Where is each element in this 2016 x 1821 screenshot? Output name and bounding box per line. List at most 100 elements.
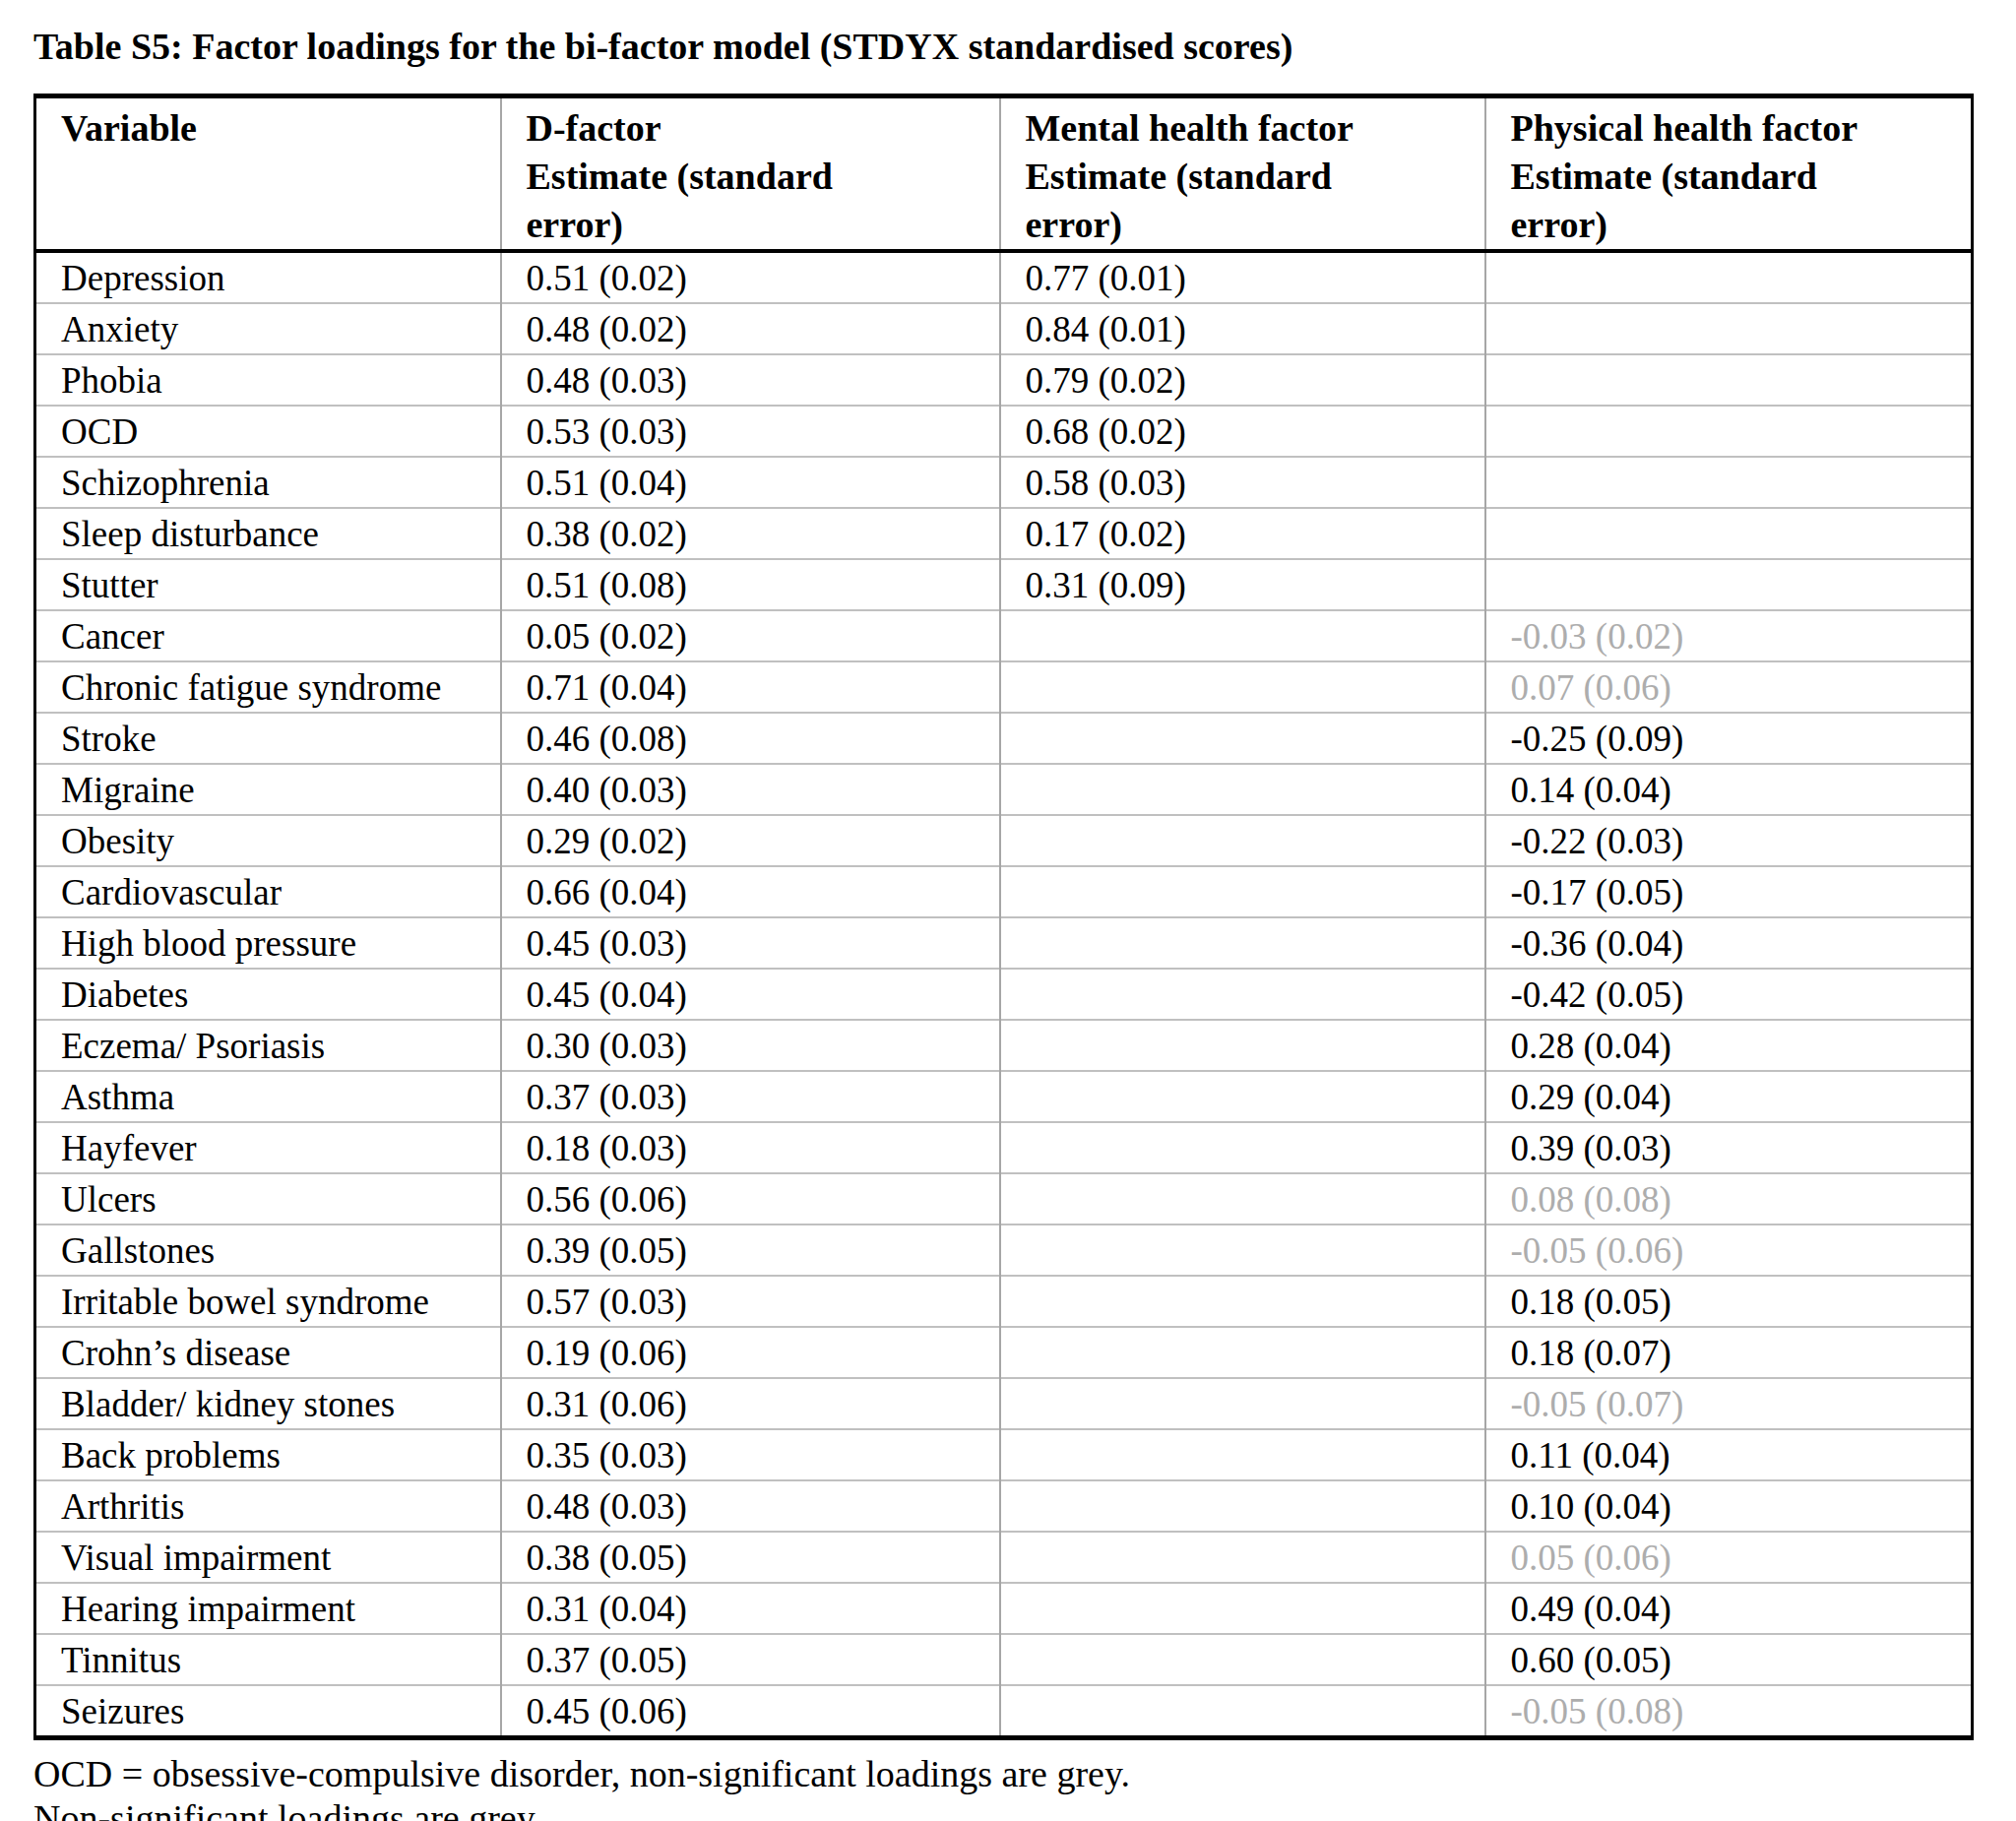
variable-cell: Asthma	[35, 1071, 501, 1122]
header-d-factor-label: D-factor	[527, 104, 989, 153]
mental-factor-cell	[1000, 1685, 1485, 1738]
variable-cell: Seizures	[35, 1685, 501, 1738]
physical-factor-cell: -0.05 (0.08)	[1485, 1685, 1973, 1738]
mental-factor-cell	[1000, 866, 1485, 917]
d-factor-cell: 0.38 (0.02)	[501, 508, 1000, 559]
table-row: Asthma0.37 (0.03) 0.29 (0.04)	[35, 1071, 1973, 1122]
footnote-grey: Non-significant loadings are grey	[33, 1796, 2016, 1821]
physical-factor-cell: 0.18 (0.07)	[1485, 1327, 1973, 1378]
table-row: Hearing impairment0.31 (0.04)0.49 (0.04)	[35, 1583, 1973, 1634]
variable-cell: Diabetes	[35, 969, 501, 1020]
table-row: Bladder/ kidney stones0.31 (0.06)-0.05 (…	[35, 1378, 1973, 1429]
table-body: Depression0.51 (0.02)0.77 (0.01)Anxiety0…	[35, 251, 1973, 1738]
d-factor-cell: 0.71 (0.04)	[501, 661, 1000, 713]
variable-cell: Irritable bowel syndrome	[35, 1276, 501, 1327]
header-row: Variable D-factor Estimate (standard err…	[35, 96, 1973, 252]
header-d-factor-sub1: Estimate (standard	[527, 153, 989, 201]
d-factor-cell: 0.51 (0.02)	[501, 251, 1000, 303]
footnotes: OCD = obsessive-compulsive disorder, non…	[33, 1752, 2016, 1821]
table-row: Depression0.51 (0.02)0.77 (0.01)	[35, 251, 1973, 303]
table-row: Tinnitus0.37 (0.05)0.60 (0.05)	[35, 1634, 1973, 1685]
mental-factor-cell: 0.31 (0.09)	[1000, 559, 1485, 610]
mental-factor-cell	[1000, 713, 1485, 764]
d-factor-cell: 0.30 (0.03)	[501, 1020, 1000, 1071]
variable-cell: Depression	[35, 251, 501, 303]
header-mental-factor-sub2: error)	[1026, 201, 1475, 249]
header-physical-factor-sub2: error)	[1511, 201, 1962, 249]
d-factor-cell: 0.46 (0.08)	[501, 713, 1000, 764]
d-factor-cell: 0.45 (0.06)	[501, 1685, 1000, 1738]
footnote-ocd: OCD = obsessive-compulsive disorder, non…	[33, 1752, 2016, 1796]
d-factor-cell: 0.51 (0.04)	[501, 457, 1000, 508]
variable-cell: Tinnitus	[35, 1634, 501, 1685]
mental-factor-cell	[1000, 1378, 1485, 1429]
table-row: Eczema/ Psoriasis0.30 (0.03) 0.28 (0.04)	[35, 1020, 1973, 1071]
physical-factor-cell	[1485, 303, 1973, 354]
table-row: Schizophrenia0.51 (0.04)0.58 (0.03)	[35, 457, 1973, 508]
variable-cell: Hayfever	[35, 1122, 501, 1173]
physical-factor-cell: 0.05 (0.06)	[1485, 1532, 1973, 1583]
variable-cell: Sleep disturbance	[35, 508, 501, 559]
table-row: Stroke0.46 (0.08)-0.25 (0.09)	[35, 713, 1973, 764]
d-factor-cell: 0.45 (0.03)	[501, 917, 1000, 969]
header-physical-factor-label: Physical health factor	[1511, 104, 1962, 153]
mental-factor-cell	[1000, 1429, 1485, 1480]
mental-factor-cell	[1000, 1583, 1485, 1634]
d-factor-cell: 0.19 (0.06)	[501, 1327, 1000, 1378]
mental-factor-cell	[1000, 1224, 1485, 1276]
variable-cell: Stutter	[35, 559, 501, 610]
variable-cell: Cardiovascular	[35, 866, 501, 917]
variable-cell: High blood pressure	[35, 917, 501, 969]
variable-cell: Chronic fatigue syndrome	[35, 661, 501, 713]
d-factor-cell: 0.05 (0.02)	[501, 610, 1000, 661]
d-factor-cell: 0.66 (0.04)	[501, 866, 1000, 917]
physical-factor-cell: 0.18 (0.05)	[1485, 1276, 1973, 1327]
d-factor-cell: 0.37 (0.05)	[501, 1634, 1000, 1685]
d-factor-cell: 0.53 (0.03)	[501, 406, 1000, 457]
d-factor-cell: 0.56 (0.06)	[501, 1173, 1000, 1224]
physical-factor-cell: -0.03 (0.02)	[1485, 610, 1973, 661]
d-factor-cell: 0.40 (0.03)	[501, 764, 1000, 815]
variable-cell: Schizophrenia	[35, 457, 501, 508]
mental-factor-cell: 0.58 (0.03)	[1000, 457, 1485, 508]
table-row: Arthritis0.48 (0.03)0.10 (0.04)	[35, 1480, 1973, 1532]
table-row: Cardiovascular0.66 (0.04)-0.17 (0.05)	[35, 866, 1973, 917]
page: Table S5: Factor loadings for the bi-fac…	[0, 0, 2016, 1821]
table-row: Chronic fatigue syndrome0.71 (0.04)0.07 …	[35, 661, 1973, 713]
physical-factor-cell	[1485, 251, 1973, 303]
variable-cell: Visual impairment	[35, 1532, 501, 1583]
table-row: OCD0.53 (0.03)0.68 (0.02)	[35, 406, 1973, 457]
mental-factor-cell	[1000, 610, 1485, 661]
header-d-factor: D-factor Estimate (standard error)	[501, 96, 1000, 252]
table-row: Crohn’s disease0.19 (0.06) 0.18 (0.07)	[35, 1327, 1973, 1378]
variable-cell: Eczema/ Psoriasis	[35, 1020, 501, 1071]
mental-factor-cell	[1000, 1480, 1485, 1532]
header-mental-factor-sub1: Estimate (standard	[1026, 153, 1475, 201]
variable-cell: Crohn’s disease	[35, 1327, 501, 1378]
mental-factor-cell	[1000, 815, 1485, 866]
d-factor-cell: 0.48 (0.03)	[501, 1480, 1000, 1532]
table-row: Irritable bowel syndrome0.57 (0.03)0.18 …	[35, 1276, 1973, 1327]
physical-factor-cell: -0.05 (0.07)	[1485, 1378, 1973, 1429]
mental-factor-cell: 0.79 (0.02)	[1000, 354, 1485, 406]
header-physical-factor-sub1: Estimate (standard	[1511, 153, 1962, 201]
physical-factor-cell: 0.29 (0.04)	[1485, 1071, 1973, 1122]
table-row: High blood pressure0.45 (0.03)-0.36 (0.0…	[35, 917, 1973, 969]
mental-factor-cell: 0.68 (0.02)	[1000, 406, 1485, 457]
variable-cell: Cancer	[35, 610, 501, 661]
d-factor-cell: 0.37 (0.03)	[501, 1071, 1000, 1122]
table-row: Seizures0.45 (0.06) -0.05 (0.08)	[35, 1685, 1973, 1738]
variable-cell: Stroke	[35, 713, 501, 764]
d-factor-cell: 0.38 (0.05)	[501, 1532, 1000, 1583]
physical-factor-cell: 0.28 (0.04)	[1485, 1020, 1973, 1071]
mental-factor-cell	[1000, 1634, 1485, 1685]
d-factor-cell: 0.35 (0.03)	[501, 1429, 1000, 1480]
mental-factor-cell: 0.77 (0.01)	[1000, 251, 1485, 303]
mental-factor-cell	[1000, 1071, 1485, 1122]
physical-factor-cell: 0.14 (0.04)	[1485, 764, 1973, 815]
mental-factor-cell	[1000, 661, 1485, 713]
d-factor-cell: 0.48 (0.02)	[501, 303, 1000, 354]
physical-factor-cell	[1485, 406, 1973, 457]
table-row: Back problems0.35 (0.03)0.11 (0.04)	[35, 1429, 1973, 1480]
physical-factor-cell	[1485, 457, 1973, 508]
